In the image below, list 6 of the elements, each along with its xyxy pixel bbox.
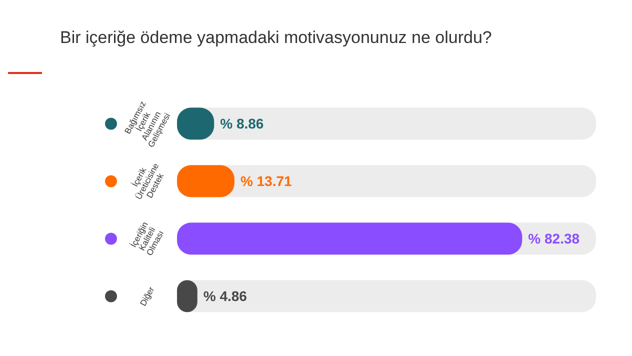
data-label: % 82.38	[528, 230, 580, 247]
chart-title: Bir içeriğe ödeme yapmadaki motivasyonunuz ne olurdu?	[60, 28, 492, 48]
data-label: % 13.71	[240, 173, 292, 190]
data-label: % 8.86	[220, 116, 264, 132]
y-tick-label: Diğer	[138, 284, 156, 308]
data-label: % 4.86	[203, 288, 248, 304]
